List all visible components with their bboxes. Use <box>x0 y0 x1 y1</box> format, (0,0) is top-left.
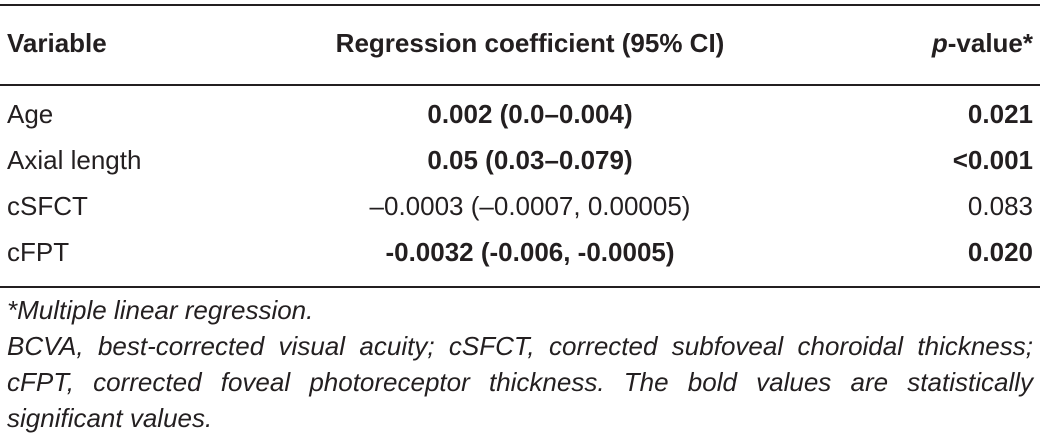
footnote-abbreviations: BCVA, best-corrected visual acuity; cSFC… <box>7 331 1033 433</box>
header-p-italic: p <box>931 28 948 58</box>
row-coefficient: 0.002 (0.0–0.004) <box>427 99 633 129</box>
row-variable: Axial length <box>7 145 142 175</box>
row-p-value: 0.021 <box>967 99 1033 129</box>
table-header-row: Variable Regression coefficient (95% CI)… <box>0 20 1040 66</box>
table-header-rule <box>0 84 1040 86</box>
row-coefficient: 0.05 (0.03–0.079) <box>427 145 633 175</box>
table-row: cSFCT –0.0003 (–0.0007, 0.00005) 0.083 <box>0 183 1040 229</box>
table-top-rule <box>0 4 1040 6</box>
header-coefficient: Regression coefficient (95% CI) <box>335 28 725 58</box>
row-coefficient: –0.0003 (–0.0007, 0.00005) <box>369 191 691 221</box>
header-variable: Variable <box>7 28 107 58</box>
table-row: Axial length 0.05 (0.03–0.079) <0.001 <box>0 137 1040 183</box>
row-p-value: <0.001 <box>952 145 1033 175</box>
footnote-method: *Multiple linear regression. <box>7 295 314 325</box>
row-variable: cSFCT <box>7 191 88 221</box>
row-variable: cFPT <box>7 237 70 267</box>
row-variable: Age <box>7 99 54 129</box>
header-p-rest: -value* <box>947 28 1033 58</box>
row-p-value: 0.020 <box>967 237 1033 267</box>
row-p-value: 0.083 <box>967 191 1033 221</box>
table-bottom-rule <box>0 286 1040 288</box>
table-row: Age 0.002 (0.0–0.004) 0.021 <box>0 91 1040 137</box>
header-p-value: p-value* <box>932 20 1033 66</box>
table-footnotes: *Multiple linear regression. BCVA, best-… <box>7 292 1033 436</box>
table-row: cFPT -0.0032 (-0.006, -0.0005) 0.020 <box>0 229 1040 275</box>
row-coefficient: -0.0032 (-0.006, -0.0005) <box>385 237 675 267</box>
